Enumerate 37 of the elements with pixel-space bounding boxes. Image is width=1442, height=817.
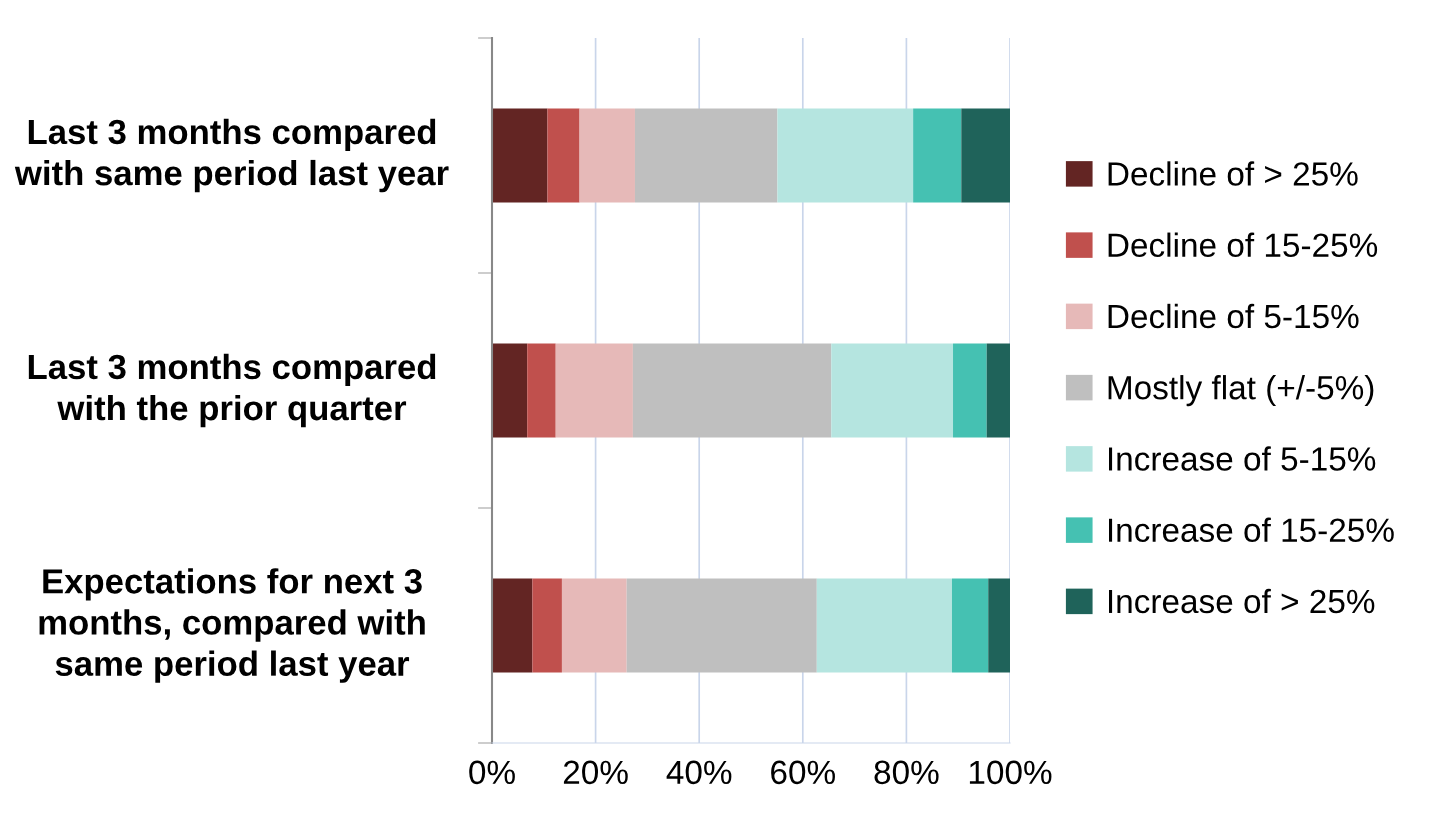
- x-tick-label: 80%: [874, 760, 939, 785]
- y-tick-label: Last 3 months compared with the prior quarter: [28, 353, 436, 428]
- bar: [988, 578, 1010, 673]
- bar: [634, 108, 778, 203]
- bar: [492, 578, 533, 673]
- bar: [913, 108, 962, 203]
- bar: [953, 343, 987, 438]
- legend-label: Increase of 5-15%: [1108, 446, 1376, 471]
- bar: [951, 578, 989, 673]
- bar: [961, 108, 1010, 203]
- y-tick-label: Last 3 months compared with same period last year: [14, 118, 449, 193]
- bar: [527, 343, 556, 438]
- y-tick-label: Expectations for next 3 months, compared with same period last year: [39, 568, 425, 683]
- x-tick-label: 20%: [563, 760, 628, 785]
- legend-label: Decline of 5-15%: [1108, 303, 1359, 329]
- bar: [492, 108, 548, 203]
- bar: [816, 578, 952, 673]
- x-tick-label: 100%: [969, 760, 1052, 785]
- x-tick-label: 0%: [469, 760, 515, 785]
- bar: [777, 108, 914, 203]
- bar: [831, 343, 954, 438]
- x-tick-label: 60%: [771, 760, 835, 785]
- bar: [532, 578, 562, 673]
- bar: [555, 343, 633, 438]
- legend-label: Mostly flat (+/-5%): [1108, 375, 1374, 407]
- bar: [579, 108, 635, 203]
- legend-label: Increase of 15-25%: [1108, 517, 1394, 543]
- bar: [561, 578, 627, 673]
- bar: [547, 108, 580, 203]
- legend-label: Decline of > 25%: [1108, 161, 1358, 186]
- bar: [492, 343, 528, 438]
- x-tick-label: 40%: [666, 760, 732, 785]
- bar: [986, 343, 1010, 438]
- bar: [626, 578, 817, 673]
- legend-label: Decline of 15-25%: [1108, 232, 1378, 258]
- bar: [632, 343, 832, 438]
- legend-label: Increase of > 25%: [1108, 588, 1375, 614]
